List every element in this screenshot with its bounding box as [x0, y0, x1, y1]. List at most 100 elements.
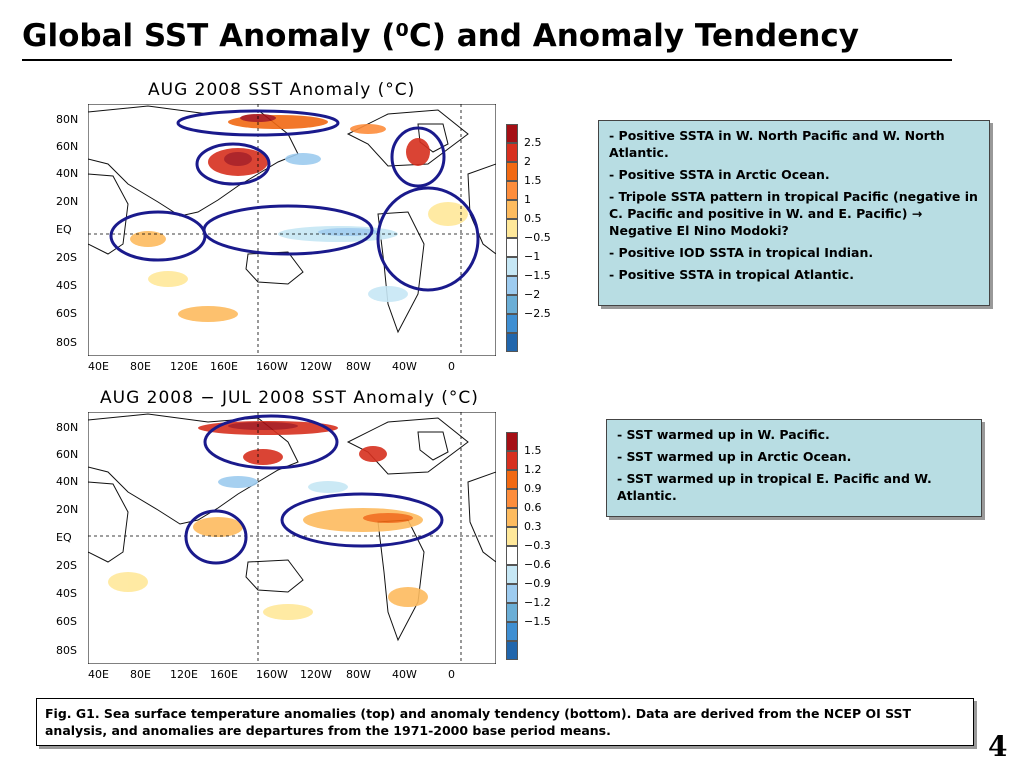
colorbar-cell — [506, 489, 518, 508]
lon-tick-label: 80W — [346, 360, 371, 373]
note-dash: - — [609, 189, 619, 204]
colorbar-cell — [506, 470, 518, 489]
lat-tick-label: 40S — [56, 587, 77, 600]
note-text: Positive SSTA in W. North Pacific and W.… — [609, 128, 945, 160]
colorbar-label: −1.5 — [524, 269, 551, 282]
note-text: Positive IOD SSTA in tropical Indian. — [618, 245, 874, 260]
note-item: - Positive SSTA in Arctic Ocean. — [609, 166, 979, 183]
note-item: - Positive IOD SSTA in tropical Indian. — [609, 244, 979, 261]
colorbar-cell — [506, 200, 518, 219]
colorbar-label: −0.3 — [524, 539, 551, 552]
note-dash: - — [609, 267, 619, 282]
sst-anomaly-map — [88, 104, 496, 356]
lon-tick-label: 80E — [130, 668, 151, 681]
colorbar-label: −1.5 — [524, 615, 551, 628]
colorbar-cell — [506, 124, 518, 143]
lon-tick-label: 80W — [346, 668, 371, 681]
highlight-ellipse — [195, 142, 271, 186]
colorbar-cell — [506, 641, 518, 660]
map-title-top: AUG 2008 SST Anomaly (°C) — [148, 80, 416, 100]
note-item: - Tripole SSTA pattern in tropical Pacif… — [609, 188, 979, 239]
colorbar-cell — [506, 314, 518, 333]
title-underline — [22, 59, 952, 61]
lat-tick-label: 40N — [56, 167, 79, 180]
lat-tick-label: 80N — [56, 113, 79, 126]
notes-box-top: - Positive SSTA in W. North Pacific and … — [598, 120, 990, 306]
colorbar-cell — [506, 508, 518, 527]
lon-tick-label: 160E — [210, 360, 238, 373]
colorbar-label: −2 — [524, 288, 541, 301]
colorbar-label: 1.5 — [524, 444, 542, 457]
lon-tick-label: 40W — [392, 360, 417, 373]
lat-tick-label: EQ — [56, 531, 72, 544]
colorbar-cell — [506, 181, 518, 200]
note-item: - SST warmed up in Arctic Ocean. — [617, 448, 971, 465]
note-text: SST warmed up in tropical E. Pacific and… — [617, 471, 932, 503]
highlight-ellipse — [184, 509, 248, 565]
colorbar-cell — [506, 622, 518, 641]
sst-tendency-map — [88, 412, 496, 664]
lon-tick-label: 120E — [170, 668, 198, 681]
note-text: SST warmed up in W. Pacific. — [626, 427, 830, 442]
colorbar-cell — [506, 432, 518, 451]
lon-tick-label: 160E — [210, 668, 238, 681]
colorbar-label: 0.3 — [524, 520, 542, 533]
lat-tick-label: 20N — [56, 503, 79, 516]
lat-tick-label: 60S — [56, 615, 77, 628]
sst-anomaly-map-svg — [88, 104, 496, 356]
lat-tick-label: 80N — [56, 421, 79, 434]
colorbar-label: 2.5 — [524, 136, 542, 149]
colorbar-cell — [506, 527, 518, 546]
highlight-ellipse — [376, 186, 480, 292]
lon-tick-label: 160W — [256, 360, 288, 373]
lat-tick-label: 80S — [56, 644, 77, 657]
note-item: - Positive SSTA in tropical Atlantic. — [609, 266, 979, 283]
colorbar-label: −0.6 — [524, 558, 551, 571]
note-item: - SST warmed up in tropical E. Pacific a… — [617, 470, 971, 504]
lon-tick-label: 40W — [392, 668, 417, 681]
lat-tick-label: 40S — [56, 279, 77, 292]
highlight-ellipse — [280, 492, 444, 548]
colorbar-cell — [506, 238, 518, 257]
colorbar-cell — [506, 295, 518, 314]
colorbar-label: −0.5 — [524, 231, 551, 244]
colorbar-label: −0.9 — [524, 577, 551, 590]
note-item: - Positive SSTA in W. North Pacific and … — [609, 127, 979, 161]
colorbar-label: −1 — [524, 250, 541, 263]
lat-tick-label: EQ — [56, 223, 72, 236]
lat-tick-label: 60S — [56, 307, 77, 320]
note-text: Positive SSTA in tropical Atlantic. — [618, 267, 854, 282]
note-dash: - — [617, 449, 627, 464]
highlight-ellipse — [390, 126, 446, 188]
lat-tick-label: 60N — [56, 448, 79, 461]
colorbar-cell — [506, 451, 518, 470]
colorbar-label: 1.2 — [524, 463, 542, 476]
colorbar-label: 0.6 — [524, 501, 542, 514]
colorbar-label: 1.5 — [524, 174, 542, 187]
colorbar-cell — [506, 257, 518, 276]
colorbar-cell — [506, 143, 518, 162]
lon-tick-label: 0 — [448, 360, 455, 373]
slide-title: Global SST Anomaly (⁰C) and Anomaly Tend… — [22, 18, 859, 54]
lon-tick-label: 80E — [130, 360, 151, 373]
note-dash: - — [609, 128, 619, 143]
colorbar-label: 0.5 — [524, 212, 542, 225]
note-dash: - — [609, 245, 619, 260]
lon-tick-label: 160W — [256, 668, 288, 681]
lat-tick-label: 20S — [56, 559, 77, 572]
colorbar-cell — [506, 546, 518, 565]
lon-tick-label: 40E — [88, 360, 109, 373]
note-item: - SST warmed up in W. Pacific. — [617, 426, 971, 443]
lat-tick-label: 80S — [56, 336, 77, 349]
lat-tick-label: 60N — [56, 140, 79, 153]
colorbar-cell — [506, 584, 518, 603]
lon-tick-label: 120W — [300, 668, 332, 681]
colorbar-cell — [506, 219, 518, 238]
lat-tick-label: 20N — [56, 195, 79, 208]
lon-tick-label: 0 — [448, 668, 455, 681]
colorbar-cell — [506, 333, 518, 352]
note-dash: - — [617, 427, 627, 442]
note-text: SST warmed up in Arctic Ocean. — [626, 449, 852, 464]
colorbar-label: 0.9 — [524, 482, 542, 495]
page-number: 4 — [988, 730, 1008, 763]
